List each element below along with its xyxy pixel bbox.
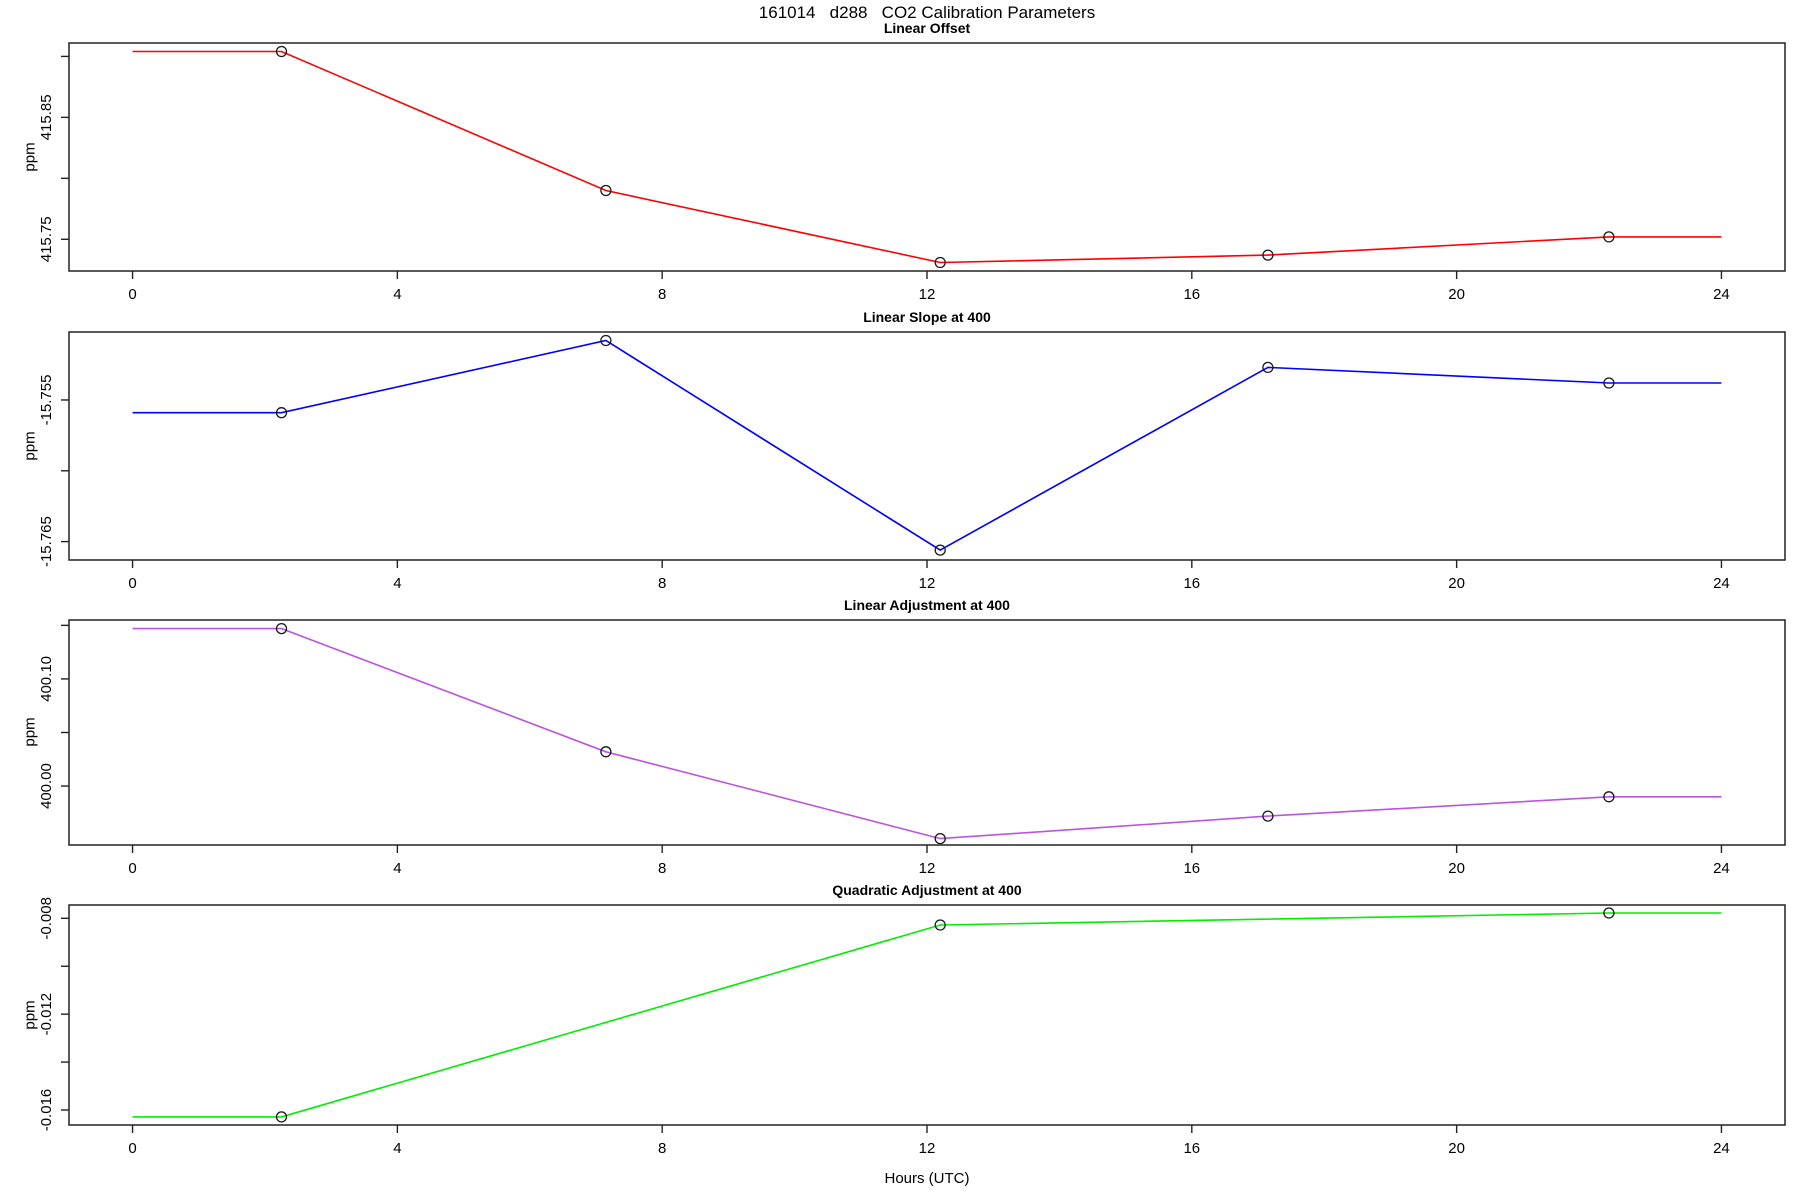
- data-point-marker: [275, 407, 288, 419]
- series-line: [132, 50, 1722, 264]
- plot-box: [68, 904, 1786, 1126]
- y-tick-label: -0.012: [38, 993, 55, 1036]
- y-axis-title-panel-2: ppm: [21, 431, 39, 461]
- x-tick-label: 8: [658, 860, 666, 877]
- y-axis-title-panel-3: ppm: [21, 717, 39, 747]
- x-tick-label: 12: [919, 1140, 936, 1157]
- data-point-marker: [1603, 231, 1615, 243]
- x-tick-label: 4: [393, 286, 401, 303]
- data-point-marker: [1262, 361, 1274, 374]
- panel-title-linear-slope: Linear Slope at 400: [863, 309, 991, 325]
- y-tick-label: -15.765: [38, 516, 55, 567]
- data-point-marker: [934, 919, 946, 931]
- series-line: [132, 912, 1722, 1118]
- data-point-marker: [600, 334, 612, 347]
- panel-title-linear-offset: Linear Offset: [883, 20, 971, 36]
- data-point-marker: [600, 184, 612, 197]
- x-tick-label: 12: [919, 860, 936, 877]
- y-tick-label: -0.016: [38, 1089, 55, 1132]
- data-point-marker: [275, 1111, 288, 1123]
- data-point-marker: [1262, 810, 1274, 822]
- x-tick-label: 12: [919, 286, 936, 303]
- x-tick-label: 20: [1448, 575, 1465, 592]
- y-axis-title-panel-4: ppm: [21, 1000, 39, 1030]
- x-tick-label: 24: [1713, 286, 1730, 303]
- data-point-marker: [934, 544, 946, 556]
- data-point-marker: [600, 746, 612, 758]
- x-tick-label: 24: [1713, 575, 1730, 592]
- series-line: [132, 339, 1722, 552]
- data-point-marker: [1262, 249, 1274, 261]
- x-tick-label: 16: [1183, 1140, 1200, 1157]
- x-tick-label: 8: [658, 1140, 666, 1157]
- data-point-marker: [275, 622, 288, 635]
- x-tick-label: 0: [128, 575, 136, 592]
- x-tick-label: 20: [1448, 286, 1465, 303]
- page-title: 161014 d288 CO2 Calibration Parameters: [758, 3, 1096, 22]
- y-tick-label: 400.10: [38, 656, 55, 702]
- y-axis-title-panel-1: ppm: [21, 142, 39, 172]
- panel-title-linear-adjustment: Linear Adjustment at 400: [844, 597, 1010, 613]
- plot-box: [68, 331, 1786, 561]
- x-tick-label: 0: [128, 286, 136, 303]
- x-tick-label: 0: [128, 1140, 136, 1157]
- x-tick-label: 24: [1713, 860, 1730, 877]
- x-tick-label: 4: [393, 860, 401, 877]
- x-tick-label: 20: [1448, 860, 1465, 877]
- x-tick-label: 0: [128, 860, 136, 877]
- y-tick-label: 415.75: [38, 216, 55, 262]
- x-tick-label: 4: [393, 575, 401, 592]
- y-tick-label: 415.85: [38, 94, 55, 140]
- panel-title-quadratic-adjustment: Quadratic Adjustment at 400: [832, 882, 1022, 898]
- x-tick-label: 8: [658, 575, 666, 592]
- series-line: [132, 627, 1722, 840]
- x-tick-label: 8: [658, 286, 666, 303]
- data-point-marker: [1603, 791, 1615, 803]
- y-tick-label: -0.008: [38, 897, 55, 940]
- x-tick-label: 24: [1713, 1140, 1730, 1157]
- x-tick-label: 20: [1448, 1140, 1465, 1157]
- x-tick-label: 16: [1183, 286, 1200, 303]
- x-tick-label: 12: [919, 575, 936, 592]
- x-axis-title: Hours (UTC): [884, 1170, 970, 1187]
- data-point-marker: [1603, 377, 1615, 389]
- y-tick-label: 400.00: [38, 763, 55, 809]
- data-point-marker: [1603, 907, 1615, 919]
- data-point-marker: [934, 832, 946, 845]
- y-tick-label: -15.755: [38, 375, 55, 426]
- plot-box: [68, 619, 1786, 846]
- x-tick-label: 16: [1183, 575, 1200, 592]
- x-tick-label: 4: [393, 1140, 401, 1157]
- data-point-marker: [275, 45, 288, 58]
- data-point-marker: [934, 256, 946, 269]
- plot-box: [68, 42, 1786, 272]
- x-tick-label: 16: [1183, 860, 1200, 877]
